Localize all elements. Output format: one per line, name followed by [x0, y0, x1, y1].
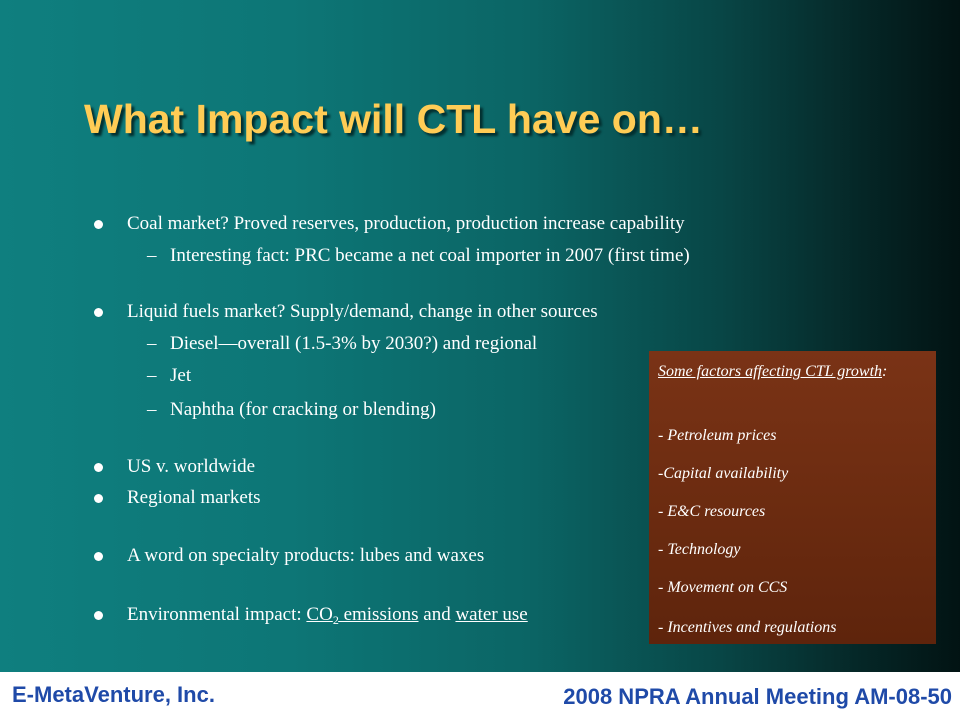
callout-item: - Technology [658, 541, 741, 558]
dash-marker: – [147, 399, 157, 420]
callout-item: - Movement on CCS [658, 579, 788, 596]
bullet-dot [94, 552, 103, 561]
env-and: and [418, 604, 456, 625]
bullet-regional-markets: Regional markets [127, 487, 261, 508]
sub-bullet-diesel: Diesel—overall (1.5-3% by 2030?) and reg… [170, 333, 538, 354]
slide-title: What Impact will CTL have on… [84, 96, 703, 142]
sub-bullet-naphtha: Naphtha (for cracking or blending) [170, 399, 436, 420]
slide-background: What Impact will CTL have on… Coal marke… [0, 0, 960, 672]
callout-item: - Incentives and regulations [658, 619, 837, 636]
water-use-link[interactable]: water use [455, 604, 528, 625]
footer-company: E-MetaVenture, Inc. [12, 682, 215, 707]
bullet-coal-market: Coal market? Proved reserves, production… [127, 213, 685, 234]
co2-subscript: 2 [332, 613, 339, 627]
emissions-text: emissions [338, 604, 419, 625]
callout-heading: Some factors affecting CTL growth: [658, 361, 908, 383]
callout-item: - Petroleum prices [658, 427, 777, 444]
callout-heading-colon: : [882, 363, 888, 380]
callout-item: -Capital availability [658, 465, 789, 482]
callout-heading-text: Some factors affecting CTL growth [658, 363, 883, 380]
bullet-dot [94, 463, 103, 472]
co-text: CO [306, 604, 333, 625]
footer-bar [0, 672, 960, 720]
dash-marker: – [147, 365, 157, 386]
bullet-specialty-products: A word on specialty products: lubes and … [127, 545, 485, 566]
bullet-liquid-fuels: Liquid fuels market? Supply/demand, chan… [127, 301, 598, 322]
bullet-dot [94, 220, 103, 229]
bullet-dot [94, 611, 103, 620]
bullet-dot [94, 494, 103, 503]
env-prefix: Environmental impact: [127, 604, 307, 625]
callout-item: - E&C resources [658, 503, 766, 520]
callout-box: Some factors affecting CTL growth: - Pet… [649, 351, 936, 644]
bullet-us-worldwide: US v. worldwide [127, 456, 256, 477]
bullet-environmental-impact: Environmental impact: CO2 emissions and … [127, 603, 528, 627]
footer-meeting: 2008 NPRA Annual Meeting AM-08-50 [563, 684, 952, 709]
co2-emissions-link[interactable]: CO2 emissions [306, 604, 419, 627]
sub-bullet-coal-fact: Interesting fact: PRC became a net coal … [170, 245, 690, 266]
bullet-dot [94, 308, 103, 317]
dash-marker: – [147, 333, 157, 354]
sub-bullet-jet: Jet [170, 365, 192, 386]
dash-marker: – [147, 245, 157, 266]
